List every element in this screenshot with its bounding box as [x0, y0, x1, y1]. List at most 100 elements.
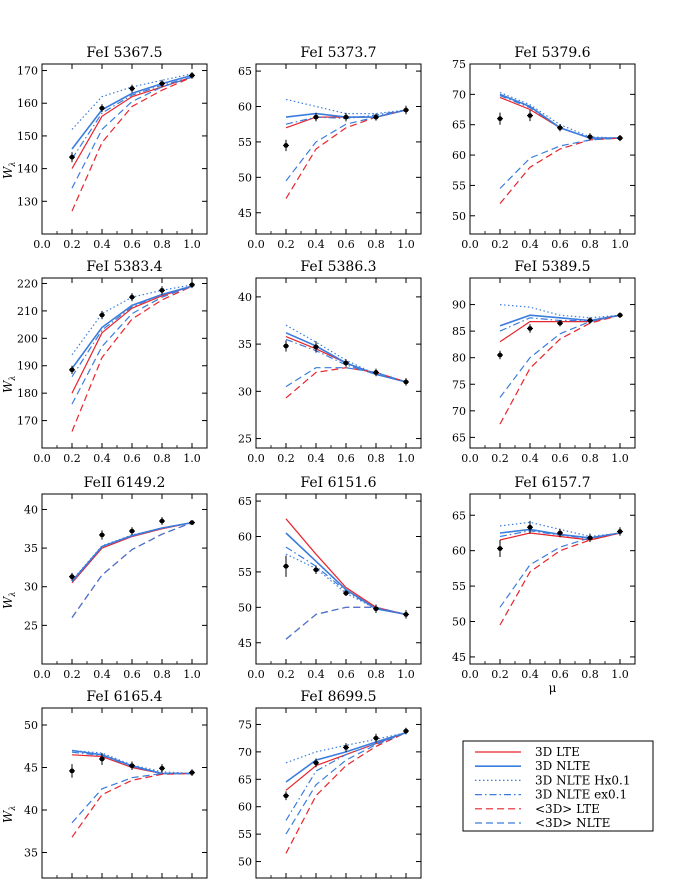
- series-line-nlteH: [285, 98, 407, 115]
- y-axis-label: Wλ: [1, 806, 17, 823]
- x-tick-label: 0.2: [491, 668, 509, 681]
- series-line-nlteH: [285, 324, 407, 383]
- y-axis-label-sub: λ: [8, 806, 17, 812]
- legend-label-nlte1d: <3D> NLTE: [535, 816, 610, 830]
- series-line-nlteEx: [285, 732, 407, 821]
- series-line-nlteH: [71, 73, 193, 130]
- y-tick-label: 220: [17, 277, 38, 290]
- observed-point: [527, 326, 533, 331]
- x-tick-label: 1.0: [397, 238, 415, 251]
- y-tick-label: 40: [24, 804, 38, 817]
- observed-point: [313, 760, 319, 766]
- plot-frame: [41, 707, 208, 879]
- x-tick-label: 0.0: [247, 238, 265, 251]
- series-line-lte1d: [285, 732, 407, 854]
- panel-title: FeI 6165.4: [86, 689, 162, 705]
- series-line-nlteEx: [71, 285, 193, 378]
- observed-point: [343, 360, 349, 366]
- y-tick-label: 75: [238, 718, 252, 731]
- y-tick-label: 35: [24, 847, 38, 860]
- plot-frame: [41, 277, 208, 449]
- x-tick-label: 0.4: [307, 668, 325, 681]
- y-tick-label: 55: [452, 179, 466, 192]
- observed-point: [403, 612, 409, 617]
- series-line-lte3d: [285, 518, 407, 615]
- series-line-nlte3d: [71, 74, 193, 150]
- y-tick-label: 65: [238, 495, 252, 508]
- observed-point: [527, 524, 533, 530]
- observed-point: [129, 294, 135, 300]
- y-tick-label: 60: [238, 801, 252, 814]
- plot-frame: [41, 63, 208, 235]
- panel-10: FeI 6165.40.00.20.40.60.81.035404550Wλμ: [1, 689, 208, 879]
- series-line-lte1d: [285, 367, 407, 399]
- observed-point: [159, 287, 165, 293]
- y-tick-label: 50: [452, 616, 466, 629]
- y-tick-label: 70: [238, 746, 252, 759]
- y-tick-label: 50: [452, 210, 466, 223]
- observed-point: [99, 312, 105, 318]
- observed-point: [617, 312, 623, 318]
- series-line-nlte3d: [285, 532, 407, 616]
- series-line-nlte1d: [71, 522, 193, 618]
- x-tick-label: 0.0: [33, 668, 51, 681]
- observed-point: [313, 567, 319, 573]
- x-tick-label: 0.4: [93, 452, 111, 465]
- series-line-nlte1d: [285, 732, 407, 835]
- legend-label-lte1d: <3D> LTE: [535, 802, 600, 816]
- series-line-nlteEx: [285, 338, 407, 383]
- y-axis-label: Wλ: [1, 592, 17, 609]
- observed-point: [129, 763, 135, 769]
- y-axis-label-main: W: [1, 809, 15, 823]
- x-tick-label: 1.0: [611, 452, 629, 465]
- observed-point: [129, 86, 135, 91]
- y-tick-label: 190: [17, 360, 38, 373]
- y-tick-label: 140: [17, 163, 38, 176]
- x-tick-label: 0.6: [123, 452, 141, 465]
- panel-2: FeI 5373.7 0.0 0.2 0.4 0.6 0.8 1.0 45 50 55 60 65: [238, 45, 422, 251]
- observed-point: [159, 518, 165, 524]
- observed-point: [69, 154, 75, 160]
- x-tick-label: 0.6: [123, 668, 141, 681]
- x-tick-label: 1.0: [183, 452, 201, 465]
- y-tick-label: 40: [238, 291, 252, 304]
- x-tick-label: 0.2: [491, 452, 509, 465]
- observed-point: [189, 770, 195, 775]
- y-tick-label: 25: [24, 619, 38, 632]
- observed-point: [497, 352, 503, 358]
- observed-point: [587, 535, 593, 541]
- y-tick-label: 50: [238, 856, 252, 869]
- y-tick-label: 170: [17, 415, 38, 428]
- x-tick-label: 1.0: [611, 238, 629, 251]
- y-tick-label: 40: [24, 503, 38, 516]
- series-line-lte3d: [71, 76, 193, 169]
- y-axis-label-main: W: [1, 165, 15, 179]
- y-tick-label: 50: [238, 601, 252, 614]
- y-tick-label: 45: [238, 637, 252, 650]
- series-line-nlte1d: [71, 772, 192, 824]
- legend-label-nlteH: 3D NLTE Hx0.1: [535, 773, 630, 787]
- observed-point: [69, 574, 75, 580]
- y-tick-label: 90: [452, 299, 466, 312]
- y-axis-label-sub: λ: [8, 162, 17, 168]
- plot-frame: [469, 277, 636, 449]
- series-line-nlte1d: [285, 109, 407, 182]
- x-tick-label: 0.0: [33, 238, 51, 251]
- panel-1: FeI 5367.5 0.0 0.2 0.4 0.6 0.8 1.0 130 140 150 160…: [1, 45, 208, 251]
- y-tick-label: 45: [452, 651, 466, 664]
- observed-point: [283, 343, 289, 349]
- x-axis-label: μ: [549, 681, 557, 695]
- y-tick-label: 45: [238, 207, 252, 220]
- observed-point: [159, 81, 165, 87]
- y-tick-label: 70: [452, 405, 466, 418]
- observed-point: [587, 134, 593, 140]
- panel-title: FeI 5389.5: [514, 259, 590, 275]
- y-tick-label: 75: [452, 58, 466, 71]
- observed-point: [343, 590, 349, 596]
- plot-frame: [469, 493, 636, 665]
- y-tick-label: 25: [238, 433, 252, 446]
- series-line-lte3d: [71, 285, 193, 394]
- y-tick-label: 60: [238, 531, 252, 544]
- observed-point: [497, 546, 503, 551]
- x-tick-label: 1.0: [183, 668, 201, 681]
